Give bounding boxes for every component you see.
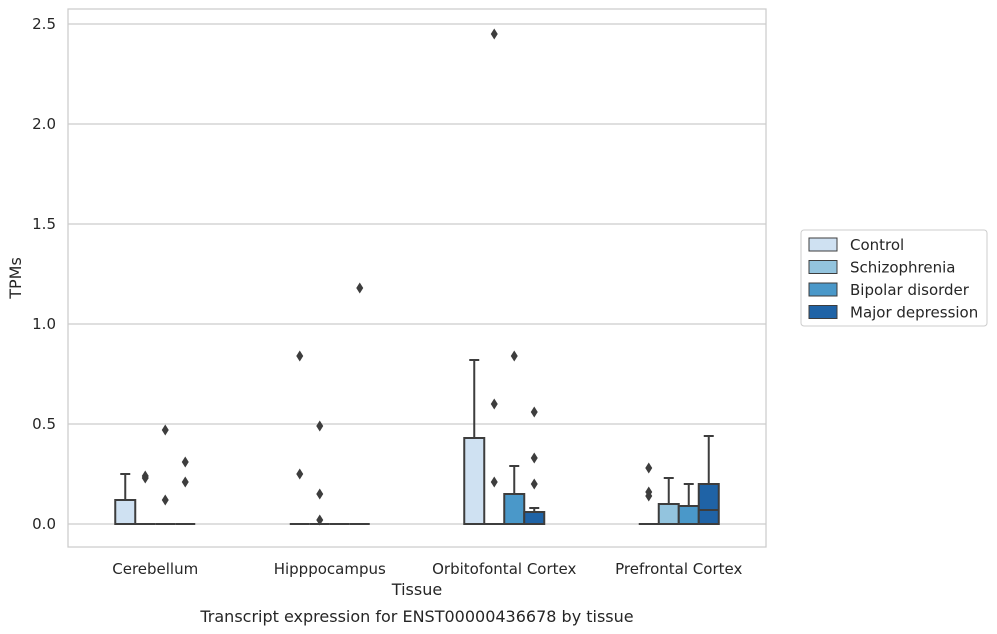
- legend-frame: [800, 229, 988, 327]
- legend-swatch: [808, 282, 838, 297]
- outlier-point: [356, 282, 364, 294]
- outlier-point: [530, 452, 538, 464]
- x-tick-label: Hipppocampus: [274, 560, 386, 578]
- outlier-point: [530, 406, 538, 418]
- y-tick-label: 0.0: [32, 515, 56, 533]
- box: [309, 420, 330, 526]
- box-group: [114, 424, 196, 525]
- outlier-point: [316, 488, 324, 500]
- legend-item: Bipolar disorder: [808, 281, 970, 299]
- outlier-point: [316, 514, 324, 526]
- box: [484, 28, 505, 525]
- x-tick-label: Prefrontal Cortex: [615, 560, 742, 578]
- outlier-point: [490, 398, 498, 410]
- outlier-point: [141, 472, 149, 484]
- y-tick-label: 0.5: [32, 415, 56, 433]
- plot-area: [67, 8, 767, 548]
- y-axis-label: TPMs: [6, 257, 25, 300]
- outlier-point: [296, 468, 304, 480]
- outlier-point: [490, 476, 498, 488]
- legend-label: Schizophrenia: [850, 259, 955, 277]
- outlier-point: [181, 456, 189, 468]
- outlier-point: [645, 462, 653, 474]
- x-axis-label: Tissue: [391, 580, 442, 599]
- box-rect: [523, 511, 546, 525]
- outlier-point: [316, 420, 324, 432]
- outlier-point: [510, 350, 518, 362]
- box-groups: [114, 28, 720, 526]
- box-rect: [697, 483, 720, 525]
- legend-swatch: [808, 305, 838, 319]
- outlier-point: [296, 350, 304, 362]
- y-tick-label: 2.5: [32, 15, 56, 33]
- box: [155, 424, 176, 525]
- x-tick-label: Cerebellum: [112, 560, 198, 578]
- x-tick-labels: Cerebellum Hipppocampus Orbitofontal Corte…: [112, 560, 742, 578]
- legend-label: Control: [850, 236, 904, 254]
- legend-item: Major depression: [808, 304, 978, 322]
- legend-label: Major depression: [850, 304, 978, 322]
- box: [697, 435, 720, 525]
- x-tick-label: Orbitofontal Cortex: [432, 560, 576, 578]
- chart-caption: Transcript expression for ENST0000043667…: [199, 607, 633, 626]
- box: [349, 282, 370, 525]
- outlier-point: [490, 28, 498, 40]
- outlier-point: [181, 476, 189, 488]
- box-rect: [503, 493, 526, 525]
- box: [677, 483, 700, 525]
- legend-item: Schizophrenia: [808, 259, 955, 277]
- legend-item: Control: [808, 236, 904, 254]
- legend-swatch: [808, 260, 838, 274]
- box: [463, 359, 486, 525]
- y-tick-label: 1.0: [32, 315, 56, 333]
- y-tick-label: 1.5: [32, 215, 56, 233]
- legend: Control Schizophrenia Bipolar disorder Majo…: [800, 229, 988, 327]
- outlier-point: [161, 424, 169, 436]
- box: [114, 473, 137, 525]
- box-group: [463, 28, 546, 525]
- box: [135, 470, 156, 525]
- box: [523, 406, 546, 525]
- box-rect: [657, 503, 680, 525]
- y-tick-labels: 0.0 0.5 1.0 1.5 2.0 2.5: [32, 15, 56, 533]
- box: [503, 350, 526, 525]
- box: [175, 456, 196, 525]
- outlier-point: [161, 494, 169, 506]
- box-rect: [677, 505, 700, 525]
- legend-swatch: [808, 237, 838, 252]
- box-group: [638, 435, 720, 525]
- y-tick-label: 2.0: [32, 115, 56, 133]
- outlier-point: [645, 490, 653, 502]
- box-rect: [114, 499, 137, 525]
- box-rect: [463, 437, 486, 525]
- legend-label: Bipolar disorder: [850, 281, 970, 299]
- box: [289, 350, 310, 525]
- outlier-point: [530, 478, 538, 490]
- box-group: [289, 282, 370, 526]
- box: [638, 462, 659, 525]
